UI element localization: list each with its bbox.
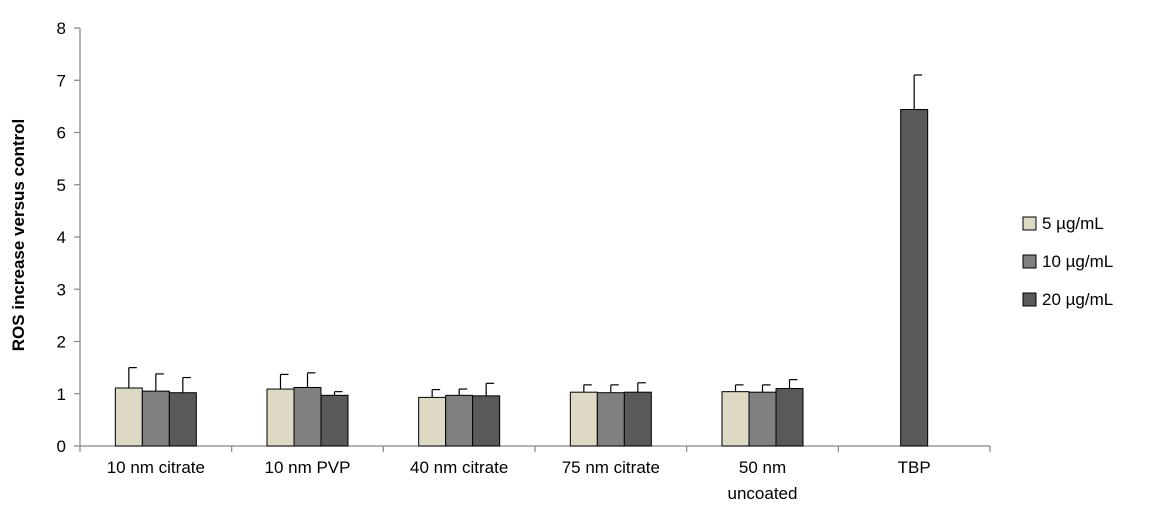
x-tick-label: 50 nm bbox=[739, 458, 786, 477]
bar bbox=[266, 388, 295, 447]
bar bbox=[569, 391, 598, 447]
tick-labels: 0 1 2 3 4 5 6 7 8 10 nm citrate 10 nm PVP 40 nm cit… bbox=[57, 19, 931, 503]
bar bbox=[418, 396, 447, 447]
bar bbox=[320, 394, 349, 447]
bar bbox=[775, 388, 804, 447]
x-tick-label: 10 nm citrate bbox=[107, 458, 205, 477]
x-tick-label: uncoated bbox=[728, 484, 798, 503]
y-tick-label: 3 bbox=[57, 280, 66, 299]
y-tick-label: 1 bbox=[57, 385, 66, 404]
legend-swatch bbox=[1022, 216, 1037, 231]
bar bbox=[168, 392, 197, 447]
legend-swatch bbox=[1022, 254, 1037, 269]
legend: 5 µg/mL 10 µg/mL 20 µg/mL bbox=[1022, 214, 1113, 309]
bar bbox=[472, 395, 501, 447]
y-tick-label: 8 bbox=[57, 19, 66, 38]
x-tick-label: 10 nm PVP bbox=[265, 458, 351, 477]
bar bbox=[623, 391, 652, 447]
legend-label: 10 µg/mL bbox=[1042, 252, 1113, 271]
bar bbox=[141, 390, 170, 447]
bar bbox=[900, 109, 929, 447]
legend-label: 20 µg/mL bbox=[1042, 290, 1113, 309]
x-tick-label: 75 nm citrate bbox=[562, 458, 660, 477]
y-tick-label: 7 bbox=[57, 71, 66, 90]
bar bbox=[596, 392, 625, 447]
bars bbox=[114, 74, 929, 447]
y-tick-label: 6 bbox=[57, 124, 66, 143]
y-tick-label: 2 bbox=[57, 333, 66, 352]
y-tick-label: 0 bbox=[57, 437, 66, 456]
x-tick-label: TBP bbox=[898, 458, 931, 477]
y-tick-label: 4 bbox=[57, 228, 66, 247]
bar bbox=[445, 394, 474, 447]
axes bbox=[74, 27, 991, 452]
bar bbox=[721, 391, 750, 447]
legend-swatch bbox=[1022, 292, 1037, 307]
y-tick-label: 5 bbox=[57, 176, 66, 195]
bar bbox=[293, 386, 322, 447]
x-tick-label: 40 nm citrate bbox=[410, 458, 508, 477]
bar bbox=[748, 391, 777, 447]
y-axis-title: ROS increase versus control bbox=[9, 119, 28, 351]
legend-label: 5 µg/mL bbox=[1042, 214, 1104, 233]
bar bbox=[114, 387, 143, 447]
